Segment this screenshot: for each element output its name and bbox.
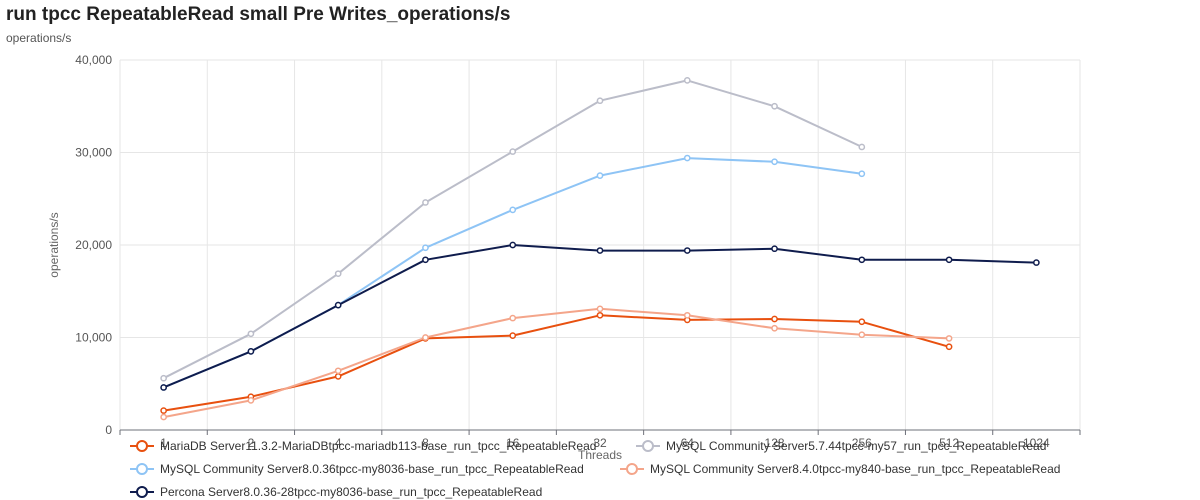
- x-tick-label: 1024: [1023, 436, 1050, 450]
- data-point[interactable]: [160, 374, 167, 382]
- legend-item[interactable]: MariaDB Server11.3.2-MariaDBtpcc-mariadb…: [130, 439, 596, 453]
- y-tick-label: 40,000: [75, 53, 112, 67]
- chart-subtitle: operations/s: [6, 31, 71, 45]
- data-point[interactable]: [334, 270, 342, 278]
- data-point[interactable]: [509, 241, 517, 249]
- data-point[interactable]: [509, 332, 517, 339]
- series-layer: [160, 77, 1040, 421]
- grid-lines: [119, 59, 1081, 431]
- legend-item[interactable]: Percona Server8.0.36-28tpcc-my8036-base_…: [130, 485, 542, 499]
- data-point[interactable]: [247, 348, 255, 355]
- x-tick-label: 256: [852, 436, 872, 450]
- data-point[interactable]: [771, 324, 778, 332]
- data-point[interactable]: [858, 143, 866, 151]
- axes: 0 10,000 20,000 30,000 40,000 1 2 4 8 16 32 64 128 25…: [75, 53, 1081, 450]
- data-point[interactable]: [683, 311, 691, 319]
- legend-marker: [626, 463, 638, 475]
- data-point[interactable]: [334, 373, 342, 380]
- series-3: [160, 154, 866, 391]
- data-point[interactable]: [945, 335, 953, 342]
- legend-marker: [136, 440, 148, 452]
- series-5: [160, 241, 1040, 391]
- x-axis-label: Threads: [578, 448, 622, 462]
- chart-title: run tpcc RepeatableRead small Pre Writes…: [6, 4, 510, 25]
- data-point[interactable]: [771, 315, 778, 323]
- data-point[interactable]: [858, 256, 866, 264]
- x-tick-label: 32: [593, 436, 607, 450]
- data-point[interactable]: [683, 247, 691, 254]
- legend-label: Percona Server8.0.36-28tpcc-my8036-base_…: [160, 485, 542, 499]
- legend-label: MySQL Community Server8.4.0tpcc-my840-ba…: [650, 462, 1060, 476]
- data-point[interactable]: [160, 413, 167, 421]
- data-point[interactable]: [422, 199, 429, 206]
- data-point[interactable]: [596, 311, 604, 319]
- data-point[interactable]: [509, 206, 517, 214]
- data-point[interactable]: [858, 318, 866, 326]
- series-4: [160, 305, 953, 421]
- data-point[interactable]: [160, 407, 167, 414]
- series-2: [160, 77, 866, 382]
- legend-label: MySQL Community Server8.0.36tpcc-my8036-…: [160, 462, 584, 476]
- x-tick-label: 512: [939, 436, 959, 450]
- legend-item[interactable]: MySQL Community Server8.0.36tpcc-my8036-…: [130, 462, 584, 476]
- data-point[interactable]: [334, 301, 342, 309]
- x-tick-label: 8: [422, 436, 429, 450]
- legend-item[interactable]: MySQL Community Server8.4.0tpcc-my840-ba…: [620, 462, 1060, 476]
- data-point[interactable]: [945, 343, 953, 351]
- legend-label: MySQL Community Server5.7.44tpcc-my57_ru…: [666, 439, 1046, 453]
- data-point[interactable]: [596, 172, 604, 179]
- y-tick-label: 20,000: [75, 238, 112, 252]
- data-point[interactable]: [247, 330, 255, 338]
- legend-label: MariaDB Server11.3.2-MariaDBtpcc-mariadb…: [160, 439, 596, 453]
- data-point[interactable]: [858, 170, 866, 178]
- data-point[interactable]: [596, 305, 604, 313]
- data-point[interactable]: [771, 245, 778, 253]
- series-line: [163, 157, 862, 389]
- data-point[interactable]: [160, 384, 167, 391]
- data-point[interactable]: [247, 397, 255, 404]
- legend-marker: [642, 440, 654, 452]
- legend-marker: [136, 486, 148, 498]
- y-tick-label: 30,000: [75, 146, 112, 160]
- x-tick-label: 2: [248, 436, 255, 450]
- data-point[interactable]: [858, 331, 866, 339]
- x-tick-label: 128: [765, 436, 785, 450]
- data-point[interactable]: [596, 97, 604, 105]
- x-tick-label: 4: [335, 436, 342, 450]
- data-point[interactable]: [334, 367, 342, 375]
- x-tick-label: 64: [681, 436, 695, 450]
- x-tick-label: 1: [160, 436, 167, 450]
- data-point[interactable]: [771, 158, 778, 166]
- legend[interactable]: MariaDB Server11.3.2-MariaDBtpcc-mariadb…: [130, 439, 1060, 499]
- data-point[interactable]: [422, 244, 429, 252]
- data-point[interactable]: [422, 334, 429, 341]
- data-point[interactable]: [771, 102, 778, 110]
- series-line: [163, 307, 950, 419]
- y-axis-label: operations/s: [47, 212, 61, 277]
- x-tick-label: 16: [506, 436, 520, 450]
- data-point[interactable]: [509, 148, 517, 155]
- data-point[interactable]: [1033, 259, 1040, 266]
- data-point[interactable]: [683, 77, 691, 84]
- legend-marker: [136, 463, 148, 475]
- data-point[interactable]: [945, 256, 953, 264]
- data-point[interactable]: [509, 314, 517, 322]
- data-point[interactable]: [683, 154, 691, 162]
- y-tick-label: 10,000: [75, 331, 112, 345]
- data-point[interactable]: [422, 256, 429, 264]
- legend-item[interactable]: MySQL Community Server5.7.44tpcc-my57_ru…: [636, 439, 1046, 453]
- data-point[interactable]: [596, 247, 604, 254]
- y-tick-label: 0: [105, 423, 112, 437]
